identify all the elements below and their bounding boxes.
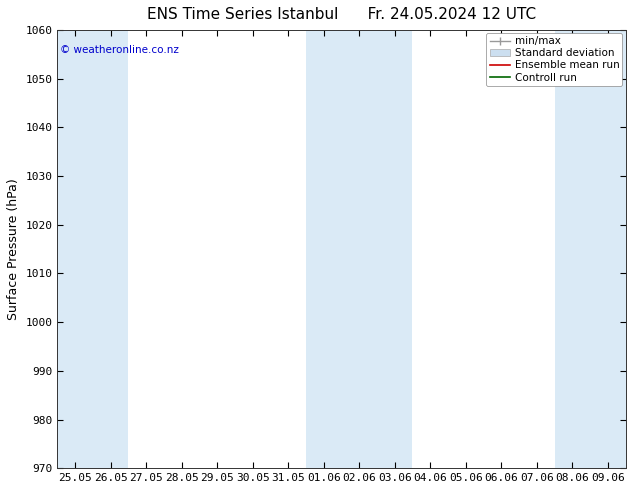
Bar [342,30,377,468]
Text: © weatheronline.co.nz: © weatheronline.co.nz [60,46,179,55]
Bar [306,30,342,468]
Title: ENS Time Series Istanbul      Fr. 24.05.2024 12 UTC: ENS Time Series Istanbul Fr. 24.05.2024 … [147,7,536,22]
Bar [377,30,413,468]
Bar [590,30,626,468]
Bar [57,30,93,468]
Legend: min/max, Standard deviation, Ensemble mean run, Controll run: min/max, Standard deviation, Ensemble me… [486,33,623,86]
Y-axis label: Surface Pressure (hPa): Surface Pressure (hPa) [7,178,20,320]
Bar [555,30,590,468]
Bar [93,30,128,468]
